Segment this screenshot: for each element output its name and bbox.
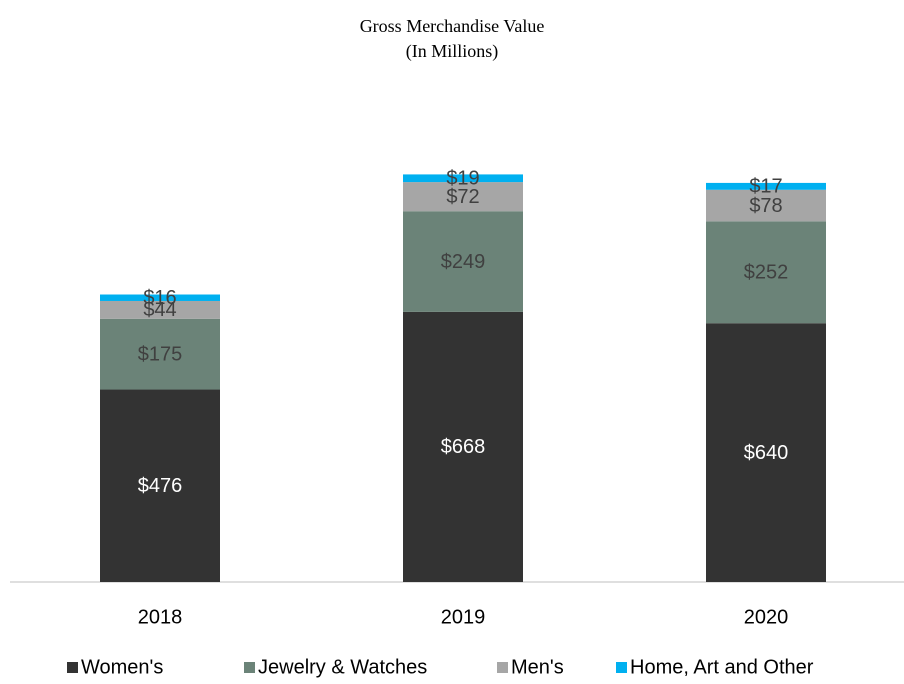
data-label: $640 [744,442,789,464]
legend-label: Home, Art and Other [630,656,814,678]
x-tick-label: 2019 [441,606,486,628]
data-label: $249 [441,251,486,273]
bar-segment [403,182,523,212]
bar-segment [706,323,826,582]
legend-label: Women's [81,656,163,678]
data-label: $476 [138,475,183,497]
x-tick-label: 2018 [138,606,183,628]
bar-segment [403,174,523,183]
data-label: $19 [446,168,479,190]
data-label: $175 [138,343,183,365]
data-label: $668 [441,436,486,458]
data-label: $78 [749,195,782,217]
chart-subtitle: (In Millions) [406,41,499,62]
legend-label: Jewelry & Watches [258,656,427,678]
bar-segment [100,300,220,319]
bar-segment [100,294,220,301]
bar-segment [100,318,220,390]
legend-swatch [67,662,78,673]
data-label: $16 [143,287,176,309]
bar-segment [706,182,826,190]
chart-title: Gross Merchandise Value [360,16,545,36]
legend-swatch [616,662,627,673]
legend-label: Men's [511,656,564,678]
data-label: $252 [744,262,789,284]
legend-swatch [244,662,255,673]
data-label: $44 [143,299,176,321]
bar-segment [403,211,523,312]
bar-segment [706,189,826,222]
bar-segment [100,389,220,582]
x-tick-label: 2020 [744,606,789,628]
data-label: $72 [446,186,479,208]
legend-swatch [497,662,508,673]
bar-segment [706,221,826,324]
data-label: $17 [749,176,782,198]
bar-segment [403,311,523,582]
